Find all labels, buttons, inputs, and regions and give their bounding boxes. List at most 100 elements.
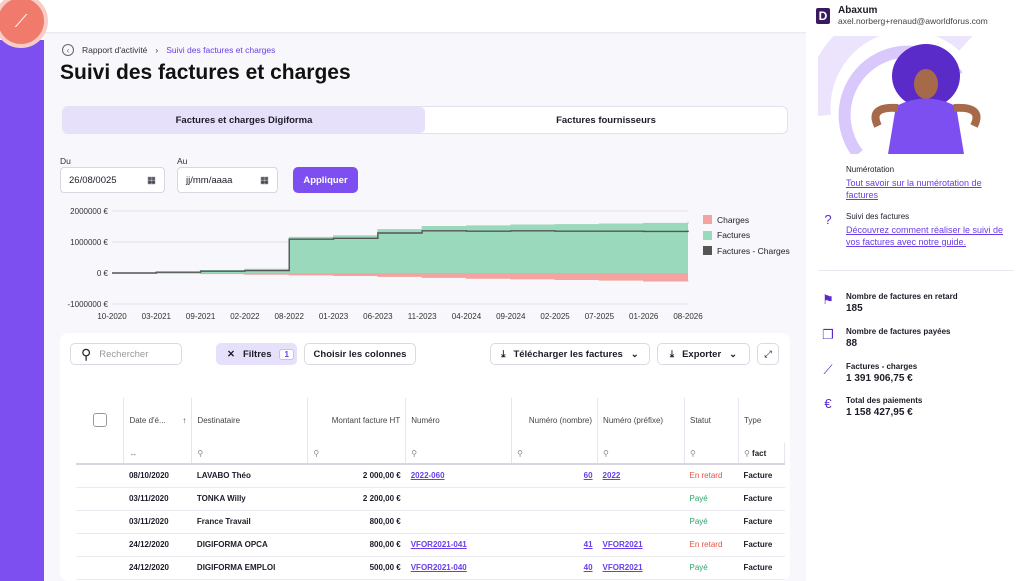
x-tick-label: 09-2021 — [186, 312, 216, 321]
tab-fournisseurs[interactable]: Factures fournisseurs — [556, 114, 656, 126]
series-area — [112, 221, 688, 273]
expand-icon[interactable]: ⤢ — [757, 343, 779, 365]
cell-amount: 800,00 € — [307, 533, 406, 557]
cell-num[interactable]: VFOR2021-041 — [405, 533, 512, 557]
filter-input[interactable]: ⚲ — [597, 443, 685, 465]
chevron-down-icon: ⌄ — [729, 348, 738, 360]
cell-type: Facture — [738, 510, 785, 534]
table-header: Date d'é... ↑ Destinataire Montant factu… — [76, 398, 785, 443]
filter-input[interactable]: ⚲ — [191, 443, 309, 465]
stat-payments: € Total des paiements 1 158 427,95 € — [820, 396, 922, 418]
cell-num[interactable] — [405, 487, 512, 511]
cell-prefix[interactable]: VFOR2021 — [597, 556, 685, 580]
tab-bar: Factures et charges Digiforma Factures f… — [62, 106, 788, 134]
to-label: Au — [177, 156, 188, 166]
suivi-info: ? Suivi des factures Découvrez comment r… — [820, 212, 1016, 248]
filters-button[interactable]: ✕ Filtres 1 — [216, 343, 297, 365]
col-type[interactable]: Type — [743, 416, 762, 425]
col-status[interactable]: Statut — [684, 398, 739, 443]
calendar-icon[interactable]: ▦ — [260, 174, 269, 186]
filter-input[interactable]: ⚲ — [684, 443, 739, 465]
cell-select — [76, 556, 124, 580]
chevron-down-icon: ⌄ — [630, 348, 639, 360]
calendar-icon[interactable]: ▦ — [147, 174, 156, 186]
choose-columns-button[interactable]: Choisir les colonnes — [304, 343, 416, 365]
invoices-table: Date d'é... ↑ Destinataire Montant factu… — [76, 398, 786, 580]
y-tick-label: 0 € — [97, 269, 109, 278]
x-tick-label: 03-2021 — [142, 312, 172, 321]
org-logo-icon: D — [816, 8, 830, 24]
stat-paid: ❐ Nombre de factures payées 88 — [820, 327, 950, 349]
download-invoices-button[interactable]: ⤓ Télécharger les factures ⌄ — [490, 343, 650, 365]
col-dest[interactable]: Destinataire — [191, 398, 309, 443]
cell-select — [76, 510, 124, 534]
close-icon[interactable]: ✕ — [227, 348, 235, 360]
account-menu[interactable]: D Abaxum axel.norberg+renaud@aworldforus… — [816, 5, 988, 26]
cell-nnum[interactable] — [511, 487, 598, 511]
table-row[interactable]: 03/11/2020 TONKA Willy 2 200,00 € Payé Factu… — [76, 487, 785, 511]
chevron-right-icon: › — [155, 45, 159, 55]
x-tick-label: 02-2025 — [540, 312, 570, 321]
search-input[interactable]: ⚲ Rechercher — [70, 343, 182, 365]
col-date[interactable]: Date d'é... ↑ — [123, 398, 193, 443]
date-range-filter[interactable]: ↔ — [123, 443, 193, 465]
cell-status: Payé — [684, 556, 739, 580]
export-button[interactable]: ⤓ Exporter ⌄ — [657, 343, 750, 365]
filter-row: ↔ ⚲ ⚲ ⚲ ⚲ ⚲ ⚲ ⚲ fact — [76, 443, 786, 465]
filter-input[interactable]: ⚲ — [307, 443, 407, 465]
cell-prefix[interactable] — [597, 510, 685, 534]
documents-icon: ❐ — [822, 327, 834, 342]
cell-num[interactable]: 2022-060 — [405, 464, 512, 488]
breadcrumb-parent[interactable]: Rapport d'activité — [82, 45, 148, 55]
cell-nnum[interactable]: 41 — [511, 533, 598, 557]
filter-input[interactable]: ⚲ — [511, 443, 599, 465]
cell-nnum[interactable]: 60 — [511, 464, 598, 488]
breadcrumb-current: Suivi des factures et charges — [166, 45, 276, 55]
select-all-checkbox[interactable] — [92, 412, 107, 427]
col-amount[interactable]: Montant facture HT — [307, 398, 407, 443]
suivi-guide-link[interactable]: Découvrez comment réaliser le suivi de v… — [846, 225, 1004, 247]
x-tick-label: 07-2025 — [585, 312, 615, 321]
y-tick-label: 1000000 € — [70, 238, 108, 247]
cell-select — [76, 487, 124, 511]
table-row[interactable]: 24/12/2020 DIGIFORMA EMPLOI 500,00 € VFOR20… — [76, 556, 785, 580]
breadcrumb: ‹ Rapport d'activité › Suivi des facture… — [62, 44, 275, 56]
cell-amount: 800,00 € — [307, 510, 406, 534]
to-date-input[interactable]: jj/mm/aaaa ▦ — [177, 167, 278, 193]
cell-prefix[interactable]: 2022 — [597, 464, 685, 488]
flag-icon: ⚑ — [822, 292, 834, 307]
filter-input[interactable]: ⚲ — [405, 443, 513, 465]
cell-prefix[interactable] — [597, 487, 685, 511]
cell-select — [76, 533, 124, 557]
tab-digiforma[interactable]: Factures et charges Digiforma — [63, 107, 425, 133]
series-area — [112, 273, 688, 282]
col-num-number[interactable]: Numéro (nombre) — [511, 398, 599, 443]
col-num-prefix[interactable]: Numéro (préfixe) — [597, 398, 685, 443]
back-icon[interactable]: ‹ — [62, 44, 74, 56]
cell-num[interactable]: VFOR2021-040 — [405, 556, 512, 580]
cell-nnum[interactable] — [511, 510, 598, 534]
cell-type: Facture — [738, 556, 785, 580]
from-date-input[interactable]: 26/08/0025 ▦ — [60, 167, 165, 193]
x-tick-label: 02-2022 — [230, 312, 260, 321]
apply-button[interactable]: Appliquer — [293, 167, 358, 193]
x-tick-label: 08-2026 — [673, 312, 703, 321]
legend-item: Factures - Charges — [703, 243, 790, 259]
table-row[interactable]: 24/12/2020 DIGIFORMA OPCA 800,00 € VFOR2021… — [76, 533, 785, 557]
cell-prefix[interactable]: VFOR2021 — [597, 533, 685, 557]
numerotation-link[interactable]: Tout savoir sur la numérotation de factu… — [846, 178, 982, 200]
question-icon: ? — [824, 212, 832, 227]
cell-type: Facture — [738, 533, 785, 557]
cell-date: 08/10/2020 — [123, 464, 192, 488]
invoices-chart: 2000000 € 1000000 € 0 € -1000000 € 10-2020 03… — [68, 207, 704, 321]
x-tick-label: 01-2023 — [319, 312, 349, 321]
table-row[interactable]: 03/11/2020 France Travail 800,00 € Payé Fact… — [76, 510, 785, 534]
app-logo-icon[interactable]: ⟋ — [0, 0, 48, 48]
type-filter-input[interactable]: ⚲ fact — [738, 443, 786, 465]
cell-dest: DIGIFORMA OPCA — [191, 533, 308, 557]
col-num[interactable]: Numéro — [405, 398, 513, 443]
table-row[interactable]: 08/10/2020 LAVABO Théo 2 000,00 €2022-060 6… — [76, 464, 785, 488]
cell-date: 03/11/2020 — [123, 487, 192, 511]
cell-nnum[interactable]: 40 — [511, 556, 598, 580]
cell-num[interactable] — [405, 510, 512, 534]
